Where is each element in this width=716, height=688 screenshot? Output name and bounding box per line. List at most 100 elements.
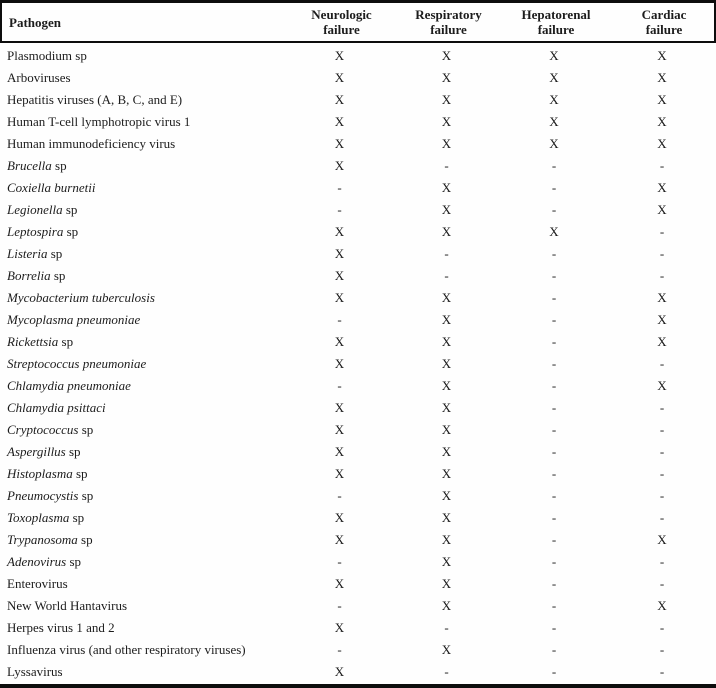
table-row: Brucella sp X - - - xyxy=(0,155,716,177)
pathogen-name-cell: Influenza virus (and other respiratory v… xyxy=(0,639,286,661)
cardiac-failure-cell: - xyxy=(659,466,665,481)
hepatorenal-failure-cell: - xyxy=(551,532,557,547)
pathogen-name-cell: Legionella sp xyxy=(0,199,286,221)
respiratory-failure-cell: X xyxy=(441,224,452,239)
hepatorenal-failure-cell: - xyxy=(551,554,557,569)
neurologic-failure-cell: X xyxy=(334,334,345,349)
neurologic-failure-cell: X xyxy=(334,114,345,129)
respiratory-failure-cell: X xyxy=(441,92,452,107)
cardiac-failure-cell: - xyxy=(659,422,665,437)
table-row: Adenovirus sp - X - - xyxy=(0,551,716,573)
neurologic-failure-cell: - xyxy=(337,378,342,393)
pathogen-name-italic: Listeria xyxy=(7,246,48,261)
pathogen-name-rest: Human immunodeficiency virus xyxy=(7,136,176,151)
respiratory-failure-cell: - xyxy=(444,664,449,679)
hepatorenal-failure-cell: - xyxy=(551,642,557,657)
respiratory-failure-cell: X xyxy=(441,378,452,393)
pathogen-name-rest: sp xyxy=(72,466,88,481)
neurologic-failure-cell: - xyxy=(337,554,342,569)
table-row: Borrelia sp X - - - xyxy=(0,265,716,287)
hepatorenal-failure-cell: X xyxy=(549,224,559,239)
table-row: Lyssavirus X - - - xyxy=(0,661,716,683)
pathogen-name-italic: Cryptococcus xyxy=(7,422,79,437)
cardiac-failure-cell: X xyxy=(657,532,667,547)
hepatorenal-failure-cell: X xyxy=(549,92,559,107)
table-row: Chlamydia pneumoniae - X - X xyxy=(0,375,716,397)
respiratory-failure-cell: - xyxy=(444,158,449,173)
neurologic-failure-cell: X xyxy=(334,268,345,283)
cardiac-failure-cell: X xyxy=(657,70,667,85)
neurologic-failure-cell: X xyxy=(334,70,345,85)
neurologic-failure-cell: X xyxy=(334,510,345,525)
cardiac-failure-cell: - xyxy=(659,224,665,239)
table-row: Human immunodeficiency virus X X X X xyxy=(0,133,716,155)
neurologic-failure-cell: X xyxy=(334,136,345,151)
cardiac-failure-cell: - xyxy=(659,356,665,371)
table-row: Aspergillus sp X X - - xyxy=(0,441,716,463)
hepatorenal-failure-cell: - xyxy=(551,598,557,613)
respiratory-failure-cell: X xyxy=(441,510,452,525)
hepatorenal-failure-cell: - xyxy=(551,158,557,173)
pathogen-name-rest: Herpes virus 1 and 2 xyxy=(7,620,115,635)
cardiac-failure-cell: - xyxy=(659,642,665,657)
pathogen-name-cell: Brucella sp xyxy=(0,155,286,177)
pathogen-name-rest: sp xyxy=(50,268,66,283)
pathogen-name-italic: Legionella xyxy=(7,202,63,217)
cardiac-failure-cell: X xyxy=(657,180,667,195)
pathogen-name-cell: Leptospira sp xyxy=(0,221,286,243)
respiratory-failure-cell: X xyxy=(441,554,452,569)
neurologic-failure-cell: X xyxy=(334,422,345,437)
column-header-line2: failure xyxy=(323,22,360,37)
cardiac-failure-cell: X xyxy=(657,202,667,217)
pathogen-name-italic: Aspergillus xyxy=(7,444,66,459)
column-header-line1: Cardiac xyxy=(641,7,687,22)
cardiac-failure-cell: - xyxy=(659,158,665,173)
pathogen-name-rest: Plasmodium sp xyxy=(7,48,87,63)
respiratory-failure-cell: X xyxy=(441,114,452,129)
respiratory-failure-cell: - xyxy=(444,620,449,635)
respiratory-failure-cell: - xyxy=(444,246,449,261)
column-header-respiratory-failure: Respiratory failure xyxy=(395,3,502,41)
pathogen-name-rest: Human T-cell lymphotropic virus 1 xyxy=(7,114,191,129)
hepatorenal-failure-cell: - xyxy=(551,180,557,195)
pathogen-name-italic: Rickettsia xyxy=(7,334,59,349)
pathogen-name-italic: Borrelia xyxy=(7,268,51,283)
respiratory-failure-cell: X xyxy=(441,180,452,195)
pathogen-name-rest: Enterovirus xyxy=(7,576,68,591)
neurologic-failure-cell: X xyxy=(334,48,345,63)
neurologic-failure-cell: X xyxy=(334,576,345,591)
neurologic-failure-cell: - xyxy=(337,642,342,657)
table-row: Streptococcus pneumoniae X X - - xyxy=(0,353,716,375)
table-row: Human T-cell lymphotropic virus 1 X X X … xyxy=(0,111,716,133)
table-row: Listeria sp X - - - xyxy=(0,243,716,265)
neurologic-failure-cell: - xyxy=(337,312,342,327)
respiratory-failure-cell: X xyxy=(441,312,452,327)
pathogen-name-rest: sp xyxy=(66,554,82,569)
hepatorenal-failure-cell: - xyxy=(551,664,557,679)
hepatorenal-failure-cell: - xyxy=(551,268,557,283)
pathogen-name-italic: Trypanosoma xyxy=(7,532,78,547)
table-body: Plasmodium sp X X X X Arboviruses X X X … xyxy=(0,43,716,688)
hepatorenal-failure-cell: - xyxy=(551,466,557,481)
pathogen-name-italic: Chlamydia psittaci xyxy=(7,400,106,415)
hepatorenal-failure-cell: - xyxy=(551,444,557,459)
cardiac-failure-cell: X xyxy=(657,114,667,129)
neurologic-failure-cell: X xyxy=(334,466,345,481)
hepatorenal-failure-cell: X xyxy=(549,114,559,129)
pathogen-name-cell: Trypanosoma sp xyxy=(0,529,286,551)
pathogen-name-cell: Histoplasma sp xyxy=(0,463,286,485)
pathogen-name-rest: sp xyxy=(65,444,81,459)
respiratory-failure-cell: X xyxy=(441,422,452,437)
hepatorenal-failure-cell: - xyxy=(551,576,557,591)
pathogen-name-italic: Toxoplasma xyxy=(7,510,70,525)
column-header-line1: Neurologic xyxy=(311,7,372,22)
pathogen-name-cell: Aspergillus sp xyxy=(0,441,286,463)
respiratory-failure-cell: X xyxy=(441,48,452,63)
pathogen-name-cell: Streptococcus pneumoniae xyxy=(0,353,286,375)
pathogen-name-cell: Hepatitis viruses (A, B, C, and E) xyxy=(0,89,286,111)
table-row: Influenza virus (and other respiratory v… xyxy=(0,639,716,661)
respiratory-failure-cell: X xyxy=(441,334,452,349)
hepatorenal-failure-cell: - xyxy=(551,378,557,393)
hepatorenal-failure-cell: X xyxy=(549,136,559,151)
pathogen-name-cell: Enterovirus xyxy=(0,573,286,595)
